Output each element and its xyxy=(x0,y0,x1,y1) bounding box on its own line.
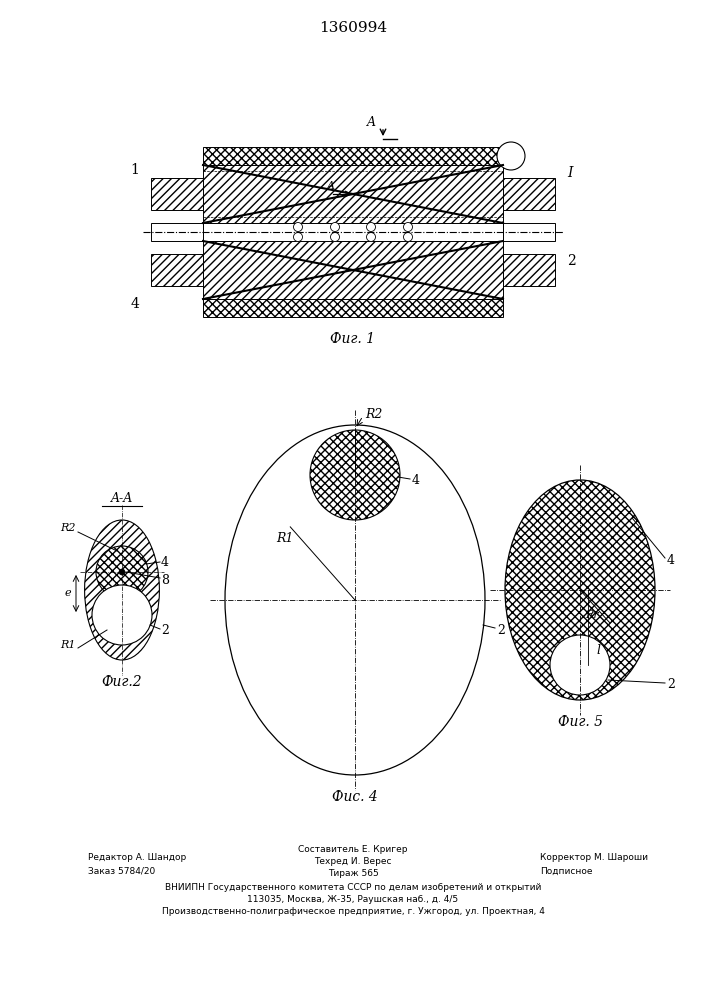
Text: 1: 1 xyxy=(130,163,139,177)
Text: 1360994: 1360994 xyxy=(319,21,387,35)
Text: A: A xyxy=(366,115,375,128)
Text: 2: 2 xyxy=(161,624,169,637)
Bar xyxy=(151,254,203,286)
Bar xyxy=(203,165,503,223)
Text: 4: 4 xyxy=(161,556,169,568)
Bar xyxy=(203,299,503,317)
Text: Заказ 5784/20: Заказ 5784/20 xyxy=(88,866,156,876)
Circle shape xyxy=(310,430,400,520)
Bar xyxy=(203,241,503,299)
Circle shape xyxy=(293,223,303,232)
Text: Составитель Е. Кригер: Составитель Е. Кригер xyxy=(298,846,408,854)
Circle shape xyxy=(330,223,339,232)
Text: A-A: A-A xyxy=(111,491,133,504)
Text: 113035, Москва, Ж-35, Раушская наб., д. 4/5: 113035, Москва, Ж-35, Раушская наб., д. … xyxy=(247,896,459,904)
Text: 2: 2 xyxy=(567,254,575,268)
Ellipse shape xyxy=(505,480,655,700)
Bar xyxy=(151,178,203,210)
Text: A: A xyxy=(327,181,335,191)
Circle shape xyxy=(293,232,303,241)
Bar xyxy=(203,147,503,165)
Ellipse shape xyxy=(225,425,485,775)
Text: Rr: Rr xyxy=(585,610,599,620)
Text: 2: 2 xyxy=(497,624,505,637)
Text: Производственно-полиграфическое предприятие, г. Ужгород, ул. Проектная, 4: Производственно-полиграфическое предприя… xyxy=(162,908,544,916)
Text: R1: R1 xyxy=(276,532,294,545)
Circle shape xyxy=(92,585,152,645)
Text: Фиг. 1: Фиг. 1 xyxy=(330,332,375,346)
Text: R1: R1 xyxy=(60,640,76,650)
Text: Корректор М. Шароши: Корректор М. Шароши xyxy=(540,854,648,862)
Text: ВНИИПН Государственного комитета СССР по делам изобретений и открытий: ВНИИПН Государственного комитета СССР по… xyxy=(165,884,541,892)
Text: Фиг.2: Фиг.2 xyxy=(102,675,142,689)
Bar xyxy=(503,254,555,286)
Text: Фиг. 5: Фиг. 5 xyxy=(558,715,602,729)
Bar xyxy=(151,223,203,241)
Text: 2: 2 xyxy=(667,678,675,692)
Ellipse shape xyxy=(85,520,159,660)
Circle shape xyxy=(497,142,525,170)
Text: Редактор А. Шандор: Редактор А. Шандор xyxy=(88,854,186,862)
Text: e: e xyxy=(64,588,71,598)
Text: Тираж 565: Тираж 565 xyxy=(327,869,378,879)
Circle shape xyxy=(366,223,375,232)
Circle shape xyxy=(550,635,610,695)
Text: R2: R2 xyxy=(60,523,76,533)
Text: I: I xyxy=(567,166,573,180)
Bar xyxy=(503,178,555,210)
Text: Техред И. Верес: Техред И. Верес xyxy=(314,857,392,866)
Text: Фис. 4: Фис. 4 xyxy=(332,790,378,804)
Bar xyxy=(503,223,555,241)
Circle shape xyxy=(404,232,412,241)
Text: 4: 4 xyxy=(412,474,420,487)
Circle shape xyxy=(404,223,412,232)
Text: Подписное: Подписное xyxy=(540,866,592,876)
Text: 8: 8 xyxy=(161,574,169,586)
Text: R2: R2 xyxy=(365,408,382,422)
Circle shape xyxy=(330,232,339,241)
Text: 4: 4 xyxy=(130,297,139,311)
Circle shape xyxy=(119,569,125,575)
Circle shape xyxy=(96,546,148,598)
Circle shape xyxy=(366,232,375,241)
Bar xyxy=(203,223,503,241)
Text: 4: 4 xyxy=(667,554,675,566)
Text: l: l xyxy=(596,644,600,656)
